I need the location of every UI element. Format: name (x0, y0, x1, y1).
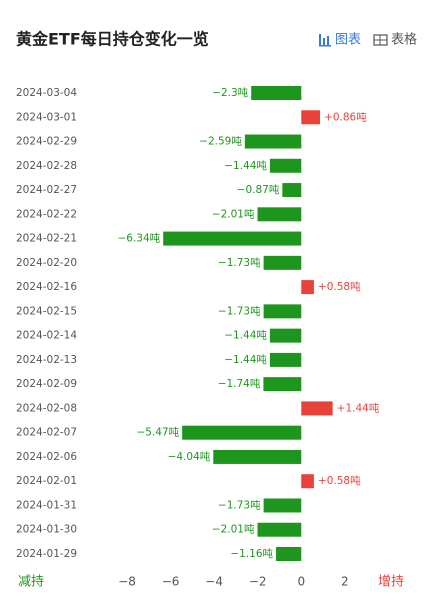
value-label: +0.58吨 (318, 474, 361, 487)
value-label: −1.74吨 (218, 377, 261, 390)
bar (163, 231, 302, 246)
bar (244, 134, 302, 149)
y-tick-label: 2024-02-22 (16, 208, 77, 220)
y-tick-label: 2024-02-13 (16, 354, 77, 366)
bar (251, 86, 302, 100)
bar (269, 328, 302, 343)
y-tick-label: 2024-02-06 (16, 451, 77, 463)
y-tick-label: 2024-02-01 (16, 475, 77, 487)
bar (257, 207, 302, 222)
value-label: −5.47吨 (136, 426, 179, 439)
y-tick-label: 2024-03-04 (16, 87, 77, 99)
bar (263, 498, 302, 513)
y-tick-label: 2024-02-21 (16, 233, 77, 245)
bar (263, 377, 302, 392)
bar (301, 474, 314, 489)
tab-label[interactable]: 图表 (335, 33, 361, 48)
bar (269, 352, 302, 367)
value-label: −1.44吨 (224, 159, 267, 172)
bar (213, 449, 302, 464)
x-tick-label: −4 (205, 575, 223, 589)
bar (282, 183, 302, 198)
value-label: +0.58吨 (318, 280, 361, 293)
x-tick-label: 2 (341, 575, 349, 589)
bar (257, 522, 302, 537)
y-tick-label: 2024-02-15 (16, 305, 77, 317)
bar (301, 110, 321, 125)
value-label: −2.01吨 (212, 523, 255, 536)
value-label: +1.44吨 (337, 401, 380, 414)
y-tick-label: 2024-01-30 (16, 524, 77, 536)
y-tick-label: 2024-02-08 (16, 402, 77, 414)
bar (263, 304, 302, 319)
value-label: −1.73吨 (218, 256, 261, 269)
value-label: −6.34吨 (117, 232, 160, 245)
x-tick-label: −8 (118, 575, 136, 589)
y-tick-label: 2024-01-29 (16, 548, 77, 560)
y-tick-label: 2024-02-07 (16, 427, 77, 439)
y-tick-label: 2024-01-31 (16, 499, 77, 511)
axis-label-right: 增持 (378, 575, 404, 590)
y-tick-label: 2024-02-09 (16, 378, 77, 390)
bar (263, 255, 302, 270)
y-tick-label: 2024-02-27 (16, 184, 77, 196)
value-label: −2.59吨 (199, 135, 242, 148)
value-label: −2.01吨 (212, 207, 255, 220)
y-tick-label: 2024-02-16 (16, 281, 77, 293)
value-label: +0.86吨 (324, 110, 367, 123)
x-tick-label: −2 (249, 575, 267, 589)
value-label: −0.87吨 (237, 183, 280, 196)
value-label: −1.44吨 (224, 353, 267, 366)
x-tick-label: 0 (297, 575, 305, 589)
tab-chart[interactable]: 图表 (319, 33, 361, 48)
axis-label-left: 减持 (18, 575, 44, 590)
tab-label[interactable]: 表格 (391, 32, 417, 48)
y-tick-label: 2024-02-29 (16, 136, 77, 148)
bar (301, 280, 314, 295)
x-tick-label: −6 (162, 575, 180, 589)
value-label: −2.3吨 (212, 86, 248, 99)
value-label: −1.44吨 (224, 329, 267, 342)
bar (276, 547, 302, 561)
value-label: −1.73吨 (218, 304, 261, 317)
y-tick-label: 2024-02-20 (16, 257, 77, 269)
value-label: −4.04吨 (168, 450, 211, 463)
y-tick-label: 2024-03-01 (16, 111, 77, 123)
bar (182, 425, 302, 440)
y-tick-label: 2024-02-28 (16, 160, 77, 172)
bar (301, 401, 333, 416)
value-label: −1.73吨 (218, 498, 261, 511)
y-tick-label: 2024-02-14 (16, 330, 77, 342)
bar (269, 158, 302, 173)
value-label: −1.16吨 (230, 547, 273, 560)
tab-table[interactable]: 表格 (373, 32, 417, 48)
chart-title: 黄金ETF每日持仓变化一览 (16, 30, 209, 49)
